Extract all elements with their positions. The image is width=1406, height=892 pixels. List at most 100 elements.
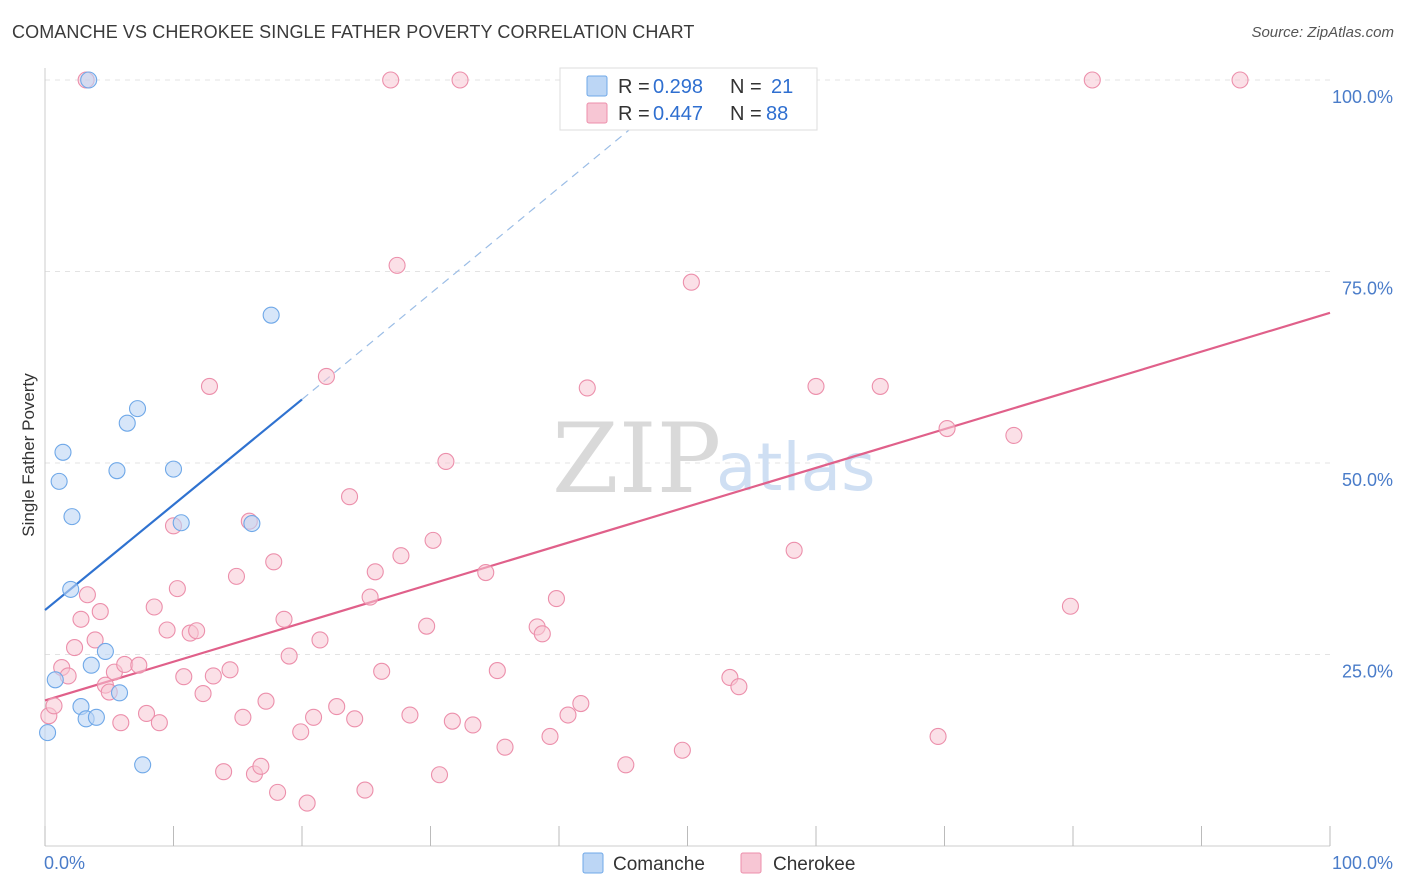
y-tick-label: 50.0%: [1342, 470, 1393, 490]
legend-box: R = 0.298 N = 21 R = 0.447 N = 88: [559, 67, 818, 131]
cherokee-point: [78, 586, 96, 604]
cherokee-point: [317, 367, 335, 385]
watermark-zip: ZIP: [552, 403, 721, 515]
cherokee-trend-line: [44, 311, 1331, 702]
cherokee-points: [40, 71, 1249, 812]
comanche-point: [82, 656, 100, 674]
legend-cherokee-n-label: N =: [730, 103, 762, 125]
cherokee-point: [328, 698, 346, 716]
cherokee-point: [617, 756, 635, 774]
trend-lines: [44, 102, 1331, 702]
cherokee-point: [72, 610, 90, 628]
bottom-legend-cherokee-swatch: [740, 852, 762, 874]
comanche-point: [164, 460, 183, 478]
cherokee-point: [430, 766, 449, 784]
comanche-points: [39, 71, 280, 774]
y-tick-label: 100.0%: [1332, 87, 1393, 107]
cherokee-point: [356, 781, 374, 799]
watermark-atlas: atlas: [716, 429, 876, 506]
cherokee-point: [252, 757, 270, 775]
comanche-point: [243, 514, 261, 533]
legend-comanche-r-value: 0.298: [653, 76, 703, 98]
cherokee-point: [234, 708, 252, 726]
comanche-point: [110, 684, 129, 702]
cherokee-point: [541, 727, 559, 746]
cherokee-point: [418, 617, 436, 635]
cherokee-point: [382, 71, 400, 89]
cherokee-point: [730, 678, 748, 696]
cherokee-point: [221, 661, 239, 679]
cherokee-point: [188, 622, 206, 640]
cherokee-point: [137, 704, 156, 723]
source-label: Source: ZipAtlas.com: [1251, 24, 1394, 41]
comanche-point: [87, 708, 105, 726]
comanche-point: [46, 671, 64, 689]
comanche-point: [80, 71, 98, 89]
cherokee-point: [785, 541, 803, 559]
y-axis-label: Single Father Poverty: [19, 373, 38, 537]
legend-comanche-r-label: R =: [618, 76, 650, 98]
bottom-legend-comanche-swatch: [582, 852, 604, 874]
cherokee-point: [437, 452, 455, 471]
cherokee-point: [477, 563, 495, 582]
cherokee-point: [45, 697, 63, 715]
cherokee-point: [547, 590, 565, 608]
cherokee-point: [373, 662, 391, 680]
legend-comanche-n-label: N =: [730, 76, 762, 98]
axes: [44, 68, 1331, 847]
cherokee-point: [366, 563, 384, 581]
cherokee-point: [215, 763, 233, 781]
cherokee-point: [340, 488, 359, 506]
legend-comanche-swatch: [586, 75, 608, 97]
cherokee-point: [807, 377, 825, 395]
cherokee-point: [464, 716, 482, 734]
cherokee-point: [1005, 426, 1023, 444]
x-tick-label: 0.0%: [44, 853, 85, 873]
cherokee-point: [168, 580, 186, 598]
comanche-point: [63, 508, 81, 526]
cherokee-point: [682, 273, 700, 291]
legend-comanche-n-value: 21: [771, 76, 793, 98]
cherokee-point: [298, 794, 316, 812]
cherokee-point: [1231, 71, 1249, 89]
cherokee-point: [175, 668, 193, 686]
cherokee-point: [91, 603, 109, 621]
cherokee-point: [86, 631, 104, 649]
cherokee-point: [292, 723, 310, 741]
y-tick-label: 25.0%: [1342, 662, 1393, 682]
legend-cherokee-r-value: 0.447: [653, 103, 703, 125]
cherokee-point: [116, 655, 134, 674]
cherokee-point: [346, 710, 364, 728]
comanche-point: [262, 306, 280, 324]
cherokee-point: [200, 377, 219, 395]
y-tick-label: 75.0%: [1342, 279, 1393, 299]
comanche-point: [62, 580, 80, 598]
cherokee-point: [533, 625, 551, 643]
cherokee-point: [388, 256, 406, 274]
bottom-legend: Comanche Cherokee: [582, 852, 855, 875]
cherokee-point: [130, 656, 148, 674]
cherokee-point: [275, 610, 293, 628]
comanche-point: [54, 443, 72, 461]
legend-cherokee-r-label: R =: [618, 103, 650, 125]
comanche-point: [134, 756, 152, 774]
cherokee-point: [451, 71, 469, 89]
cherokee-point: [66, 639, 84, 657]
cherokee-point: [227, 567, 246, 585]
cherokee-point: [488, 662, 506, 680]
cherokee-point: [269, 783, 287, 801]
comanche-point: [108, 462, 126, 480]
comanche-point: [118, 414, 136, 432]
cherokee-point: [673, 741, 691, 759]
cherokee-point: [257, 692, 275, 710]
cherokee-point: [496, 738, 514, 756]
cherokee-point: [871, 377, 889, 395]
x-tick-label: 100.0%: [1332, 853, 1393, 873]
tick-labels: 25.0% 50.0% 75.0% 100.0% 0.0% 100.0%: [44, 87, 1393, 873]
cherokee-point: [265, 553, 283, 571]
comanche-trend-line: [44, 398, 303, 611]
cherokee-point: [280, 647, 298, 665]
cherokee-point: [150, 714, 168, 732]
cherokee-point: [194, 685, 212, 703]
